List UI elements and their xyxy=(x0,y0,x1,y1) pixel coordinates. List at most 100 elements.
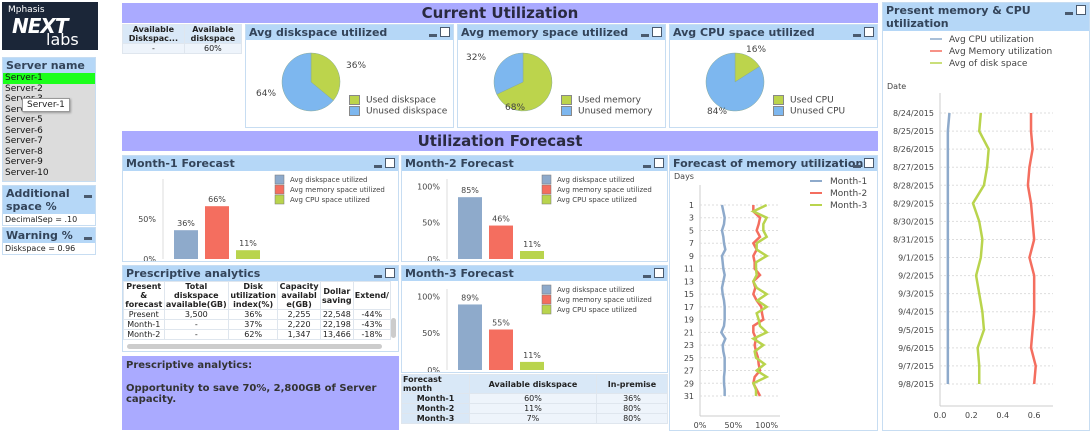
bar xyxy=(205,206,229,259)
maximize-icon[interactable] xyxy=(652,27,662,37)
maximize-icon[interactable] xyxy=(654,268,664,278)
x-tick-label: 0% xyxy=(694,421,707,430)
y-tick-label: 1 xyxy=(689,201,694,210)
cell: 37% xyxy=(228,319,279,330)
col-header[interactable]: Available diskspace xyxy=(469,374,597,394)
panel-caption: Present memory & CPU utilization xyxy=(883,3,1089,31)
vertical-scrollbar[interactable] xyxy=(391,318,396,338)
col-header[interactable]: Total diskspace available(GB) xyxy=(163,281,230,310)
present-utilization-chart: Date 8/24/2015 8/25/2015 8/26/2015 8/27/2015… xyxy=(887,35,1053,420)
y-tick-label: 8/28/2015 xyxy=(893,181,934,190)
legend-used: Used diskspace xyxy=(349,95,447,106)
minimize-icon[interactable] xyxy=(643,275,651,278)
cell: 22,548 xyxy=(319,309,354,320)
cell: 36% xyxy=(228,309,279,320)
col-header[interactable]: Capacity availabl e(GB) xyxy=(277,281,321,310)
server-item[interactable]: Server-9 xyxy=(5,157,43,167)
cell: -43% xyxy=(352,319,392,330)
current-utilization-banner: Current Utilization xyxy=(122,3,878,23)
forecast-memory-panel: Forecast of memory utilization Days 1 3 5 7 9… xyxy=(669,155,878,431)
col-header[interactable]: Available Diskspac... xyxy=(122,24,185,44)
server-item[interactable]: Server-1 xyxy=(3,73,95,84)
message-body: Opportunity to save 70%, 2,800GB of Serv… xyxy=(126,383,377,405)
server-item[interactable]: Server-10 xyxy=(5,167,49,178)
y-tick-label: 31 xyxy=(684,392,694,401)
maximize-icon[interactable] xyxy=(864,158,874,168)
cell: 3,500 xyxy=(163,309,230,320)
minimize-icon[interactable] xyxy=(374,275,382,278)
bar-chart-panel: Month-3 Forecast 0% 50% 100% 89% 55% 11% Avg di… xyxy=(401,265,668,375)
maximize-icon[interactable] xyxy=(385,158,395,168)
col-header[interactable]: Forecast month xyxy=(401,374,470,394)
diskspace-warning-field[interactable]: Diskspace = 0.96 xyxy=(3,243,95,254)
y-tick-label: 50% xyxy=(422,219,440,228)
cell: Month-2 xyxy=(123,329,165,340)
y-tick-label: 8/26/2015 xyxy=(893,145,934,154)
prescriptive-message: Prescriptive analytics: Opportunity to s… xyxy=(122,356,399,430)
y-tick-label: 9/1/2015 xyxy=(898,254,934,263)
server-item[interactable]: Server-6 xyxy=(5,125,43,136)
bar xyxy=(489,225,513,259)
legend-label: Avg diskspace utilized xyxy=(557,176,634,184)
pie-label-used: 16% xyxy=(746,45,766,55)
forecast-month-table: Forecast month Available diskspace In-prem… xyxy=(401,374,669,424)
maximize-icon[interactable] xyxy=(385,268,395,278)
server-name-listbox[interactable]: Server name Server-1Server-2Server-3Serv… xyxy=(2,57,96,182)
pie-chart: 68% 32% xyxy=(466,52,553,113)
minimize-icon[interactable] xyxy=(84,195,92,198)
minimize-icon[interactable] xyxy=(1065,12,1073,15)
decimal-sep-field[interactable]: DecimalSep = .10 xyxy=(3,214,95,225)
y-tick-label: 8/27/2015 xyxy=(893,163,934,172)
y-tick-label: 13 xyxy=(684,277,694,286)
minimize-icon[interactable] xyxy=(853,165,861,168)
y-tick-label: 9/8/2015 xyxy=(898,380,934,389)
col-header[interactable]: In-premise xyxy=(595,374,669,394)
col-header[interactable]: Present & forecast xyxy=(123,281,165,310)
server-item[interactable]: Server-5 xyxy=(5,115,43,125)
bar-chart: 0% 50% 100% 89% 55% 11% Avg diskspace utilized… xyxy=(417,284,652,375)
minimize-icon[interactable] xyxy=(429,34,437,37)
pie-legend: Used memory Unused memory xyxy=(561,95,652,116)
cell: 80% xyxy=(595,413,669,424)
col-header[interactable]: Extend/ xyxy=(352,281,392,310)
series-line xyxy=(971,112,990,384)
horizontal-scrollbar[interactable] xyxy=(127,344,382,349)
series-line xyxy=(719,204,727,396)
y-tick-label: 9/3/2015 xyxy=(898,290,934,299)
cell: 80% xyxy=(595,403,669,414)
maximize-icon[interactable] xyxy=(864,27,874,37)
table-row: Month-2-62% 1,347 13,466 -18% xyxy=(123,329,392,340)
col-header[interactable]: Dollar saving xyxy=(319,281,354,310)
minimize-icon[interactable] xyxy=(643,165,651,168)
minimize-icon[interactable] xyxy=(84,237,92,240)
col-header[interactable]: Available diskspace xyxy=(183,24,243,44)
maximize-icon[interactable] xyxy=(440,27,450,37)
cell: - xyxy=(163,319,230,330)
server-item[interactable]: Server-2 xyxy=(5,83,43,94)
minimize-icon[interactable] xyxy=(853,34,861,37)
server-item[interactable]: Server-7 xyxy=(5,136,43,146)
minimize-icon[interactable] xyxy=(641,34,649,37)
y-tick-label: 8/30/2015 xyxy=(893,217,934,226)
bar xyxy=(520,251,544,259)
minimize-icon[interactable] xyxy=(374,165,382,168)
y-tick-label: 21 xyxy=(684,328,694,337)
y-tick-label: 3 xyxy=(689,214,694,223)
legend-label: Avg diskspace utilized xyxy=(290,176,367,184)
available-diskspace-table: Available Diskspac... Available diskspace… xyxy=(122,24,243,54)
col-header[interactable]: Disk utilization index(%) xyxy=(228,281,279,310)
bar xyxy=(174,230,198,259)
legend-swatch xyxy=(541,294,552,305)
table-row: Month-1-37% 2,220 22,198 -43% xyxy=(123,319,392,330)
message-title: Prescriptive analytics: xyxy=(126,360,253,371)
server-item[interactable]: Server-8 xyxy=(5,146,43,157)
maximize-icon[interactable] xyxy=(1076,5,1086,15)
y-tick-label: 8/25/2015 xyxy=(893,127,934,136)
legend-swatch xyxy=(349,105,360,116)
pie-panel: Avg diskspace utilized 36% 64% Used disksp… xyxy=(245,24,454,128)
panel-caption: Avg memory space utilized xyxy=(458,25,665,40)
maximize-icon[interactable] xyxy=(654,158,664,168)
legend-swatch xyxy=(541,194,552,205)
cell: 60% xyxy=(469,393,597,404)
